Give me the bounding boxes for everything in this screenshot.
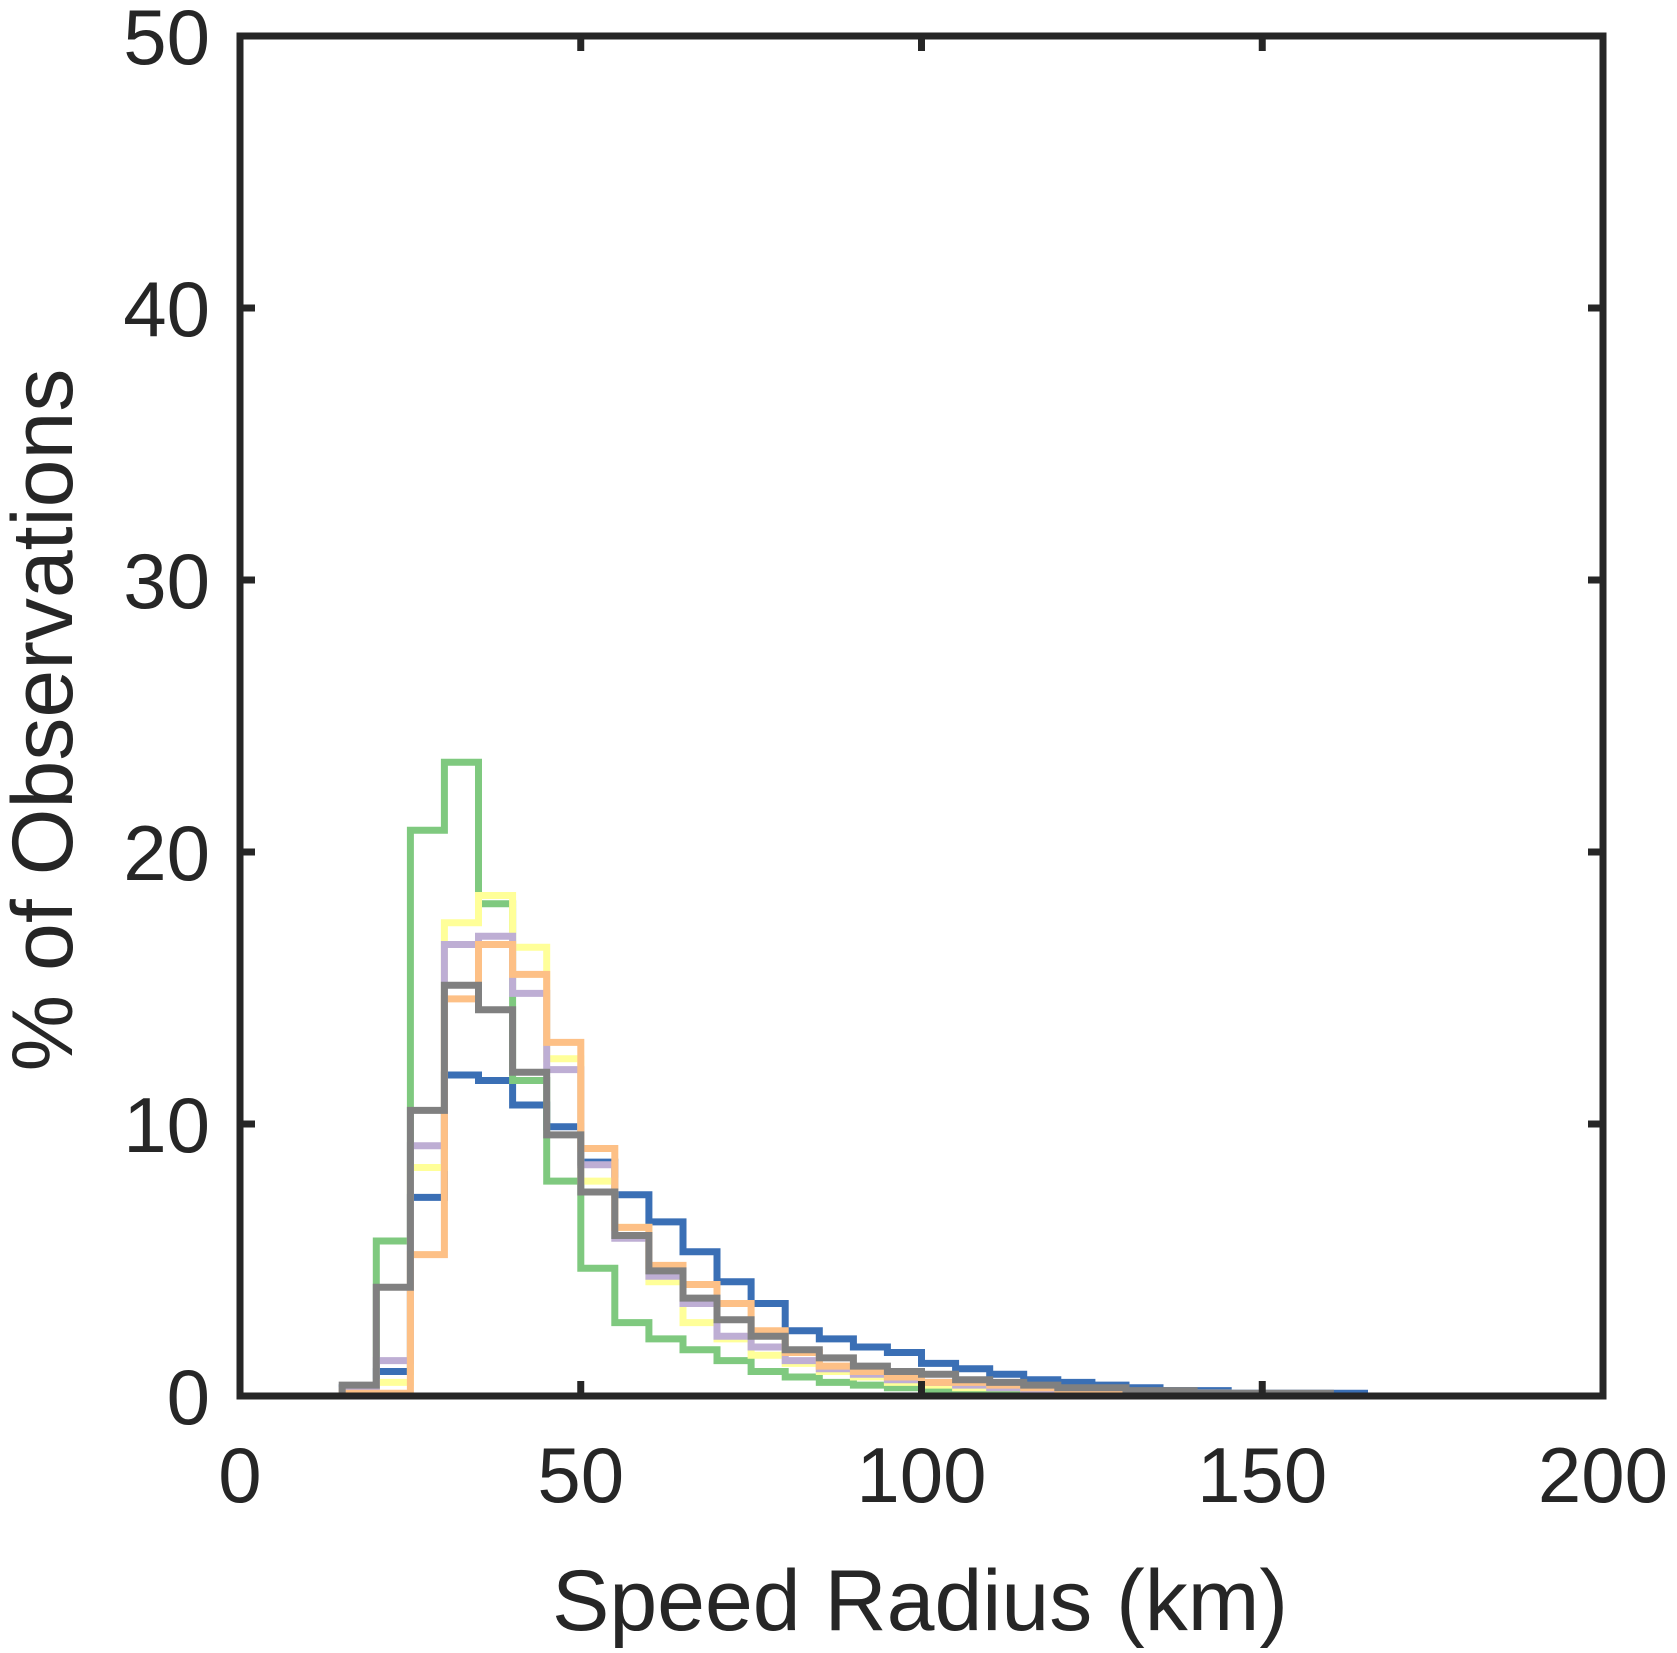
histogram-series-4	[338, 932, 1365, 1400]
axes-frame	[236, 32, 1607, 1400]
tick-labels: 0 50 100 150 200 0 10 20 30 40 50	[123, 0, 1668, 1519]
histogram-series-1	[338, 1071, 1368, 1397]
x-tick-label: 150	[1197, 1431, 1327, 1519]
x-tick-label: 50	[537, 1431, 624, 1519]
series-layer	[338, 758, 1368, 1400]
x-tick-label: 0	[218, 1431, 261, 1519]
y-tick-label: 20	[123, 809, 210, 897]
histogram-series-3	[338, 892, 1365, 1400]
y-tick-label: 50	[123, 0, 210, 81]
y-tick-label: 10	[123, 1081, 210, 1169]
x-tick-label: 200	[1538, 1431, 1668, 1519]
histogram-series-6	[338, 981, 1365, 1400]
x-axis-label: Speed Radius (km)	[552, 1553, 1288, 1649]
y-axis-label: % of Observations	[0, 369, 91, 1072]
y-tick-label: 0	[167, 1353, 210, 1441]
y-tick-label: 30	[123, 537, 210, 625]
x-tick-label: 100	[856, 1431, 986, 1519]
y-tick-label: 40	[123, 265, 210, 353]
